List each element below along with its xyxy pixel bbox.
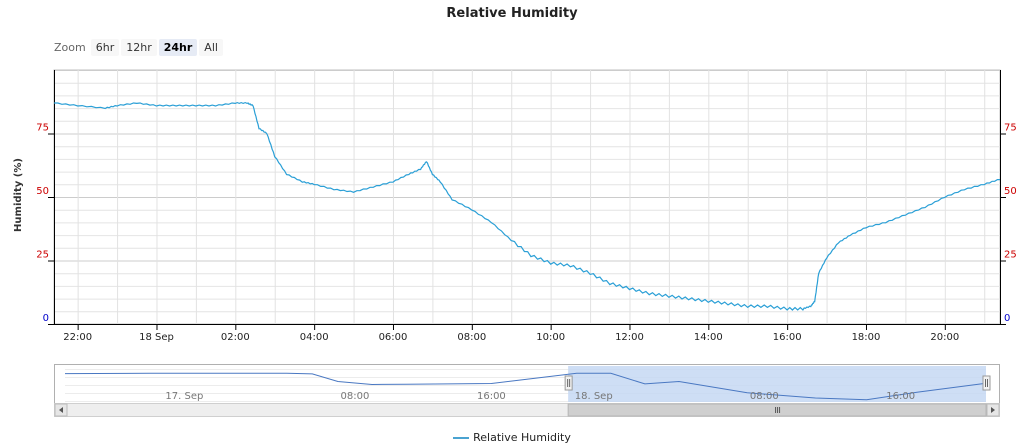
chart-title: Relative Humidity	[446, 6, 578, 21]
zoom-24hr-button[interactable]: 24hr	[158, 39, 198, 56]
y-axes: 0 0 25 25 50 50 75 75	[36, 70, 1017, 325]
x-axis: 22:00 18 Sep 02:00 04:00 06:00 08:00 10:00 12:0…	[54, 324, 1000, 343]
navigator-date-label: 17. Sep	[165, 391, 203, 402]
x-tick-label: 12:00	[615, 332, 644, 343]
zoom-controls: Zoom 6hr 12hr 24hr All	[54, 39, 225, 56]
y-tick-label-right: 75	[1004, 123, 1017, 134]
x-tick-label: 22:00	[63, 332, 92, 343]
navigator-handle-left[interactable]	[564, 375, 573, 391]
legend[interactable]: Relative Humidity	[0, 431, 1024, 444]
y-tick-label-left: 25	[36, 250, 49, 261]
zoom-6hr-button[interactable]: 6hr	[90, 39, 120, 56]
grid	[53, 69, 1001, 325]
y-axis-title: Humidity (%)	[13, 158, 24, 232]
navigator-date-label: 08:00	[750, 391, 779, 402]
x-tick-label: 06:00	[379, 332, 408, 343]
legend-line-icon	[453, 436, 470, 439]
x-tick-label: 02:00	[221, 332, 250, 343]
navigator-date-label: 16:00	[886, 391, 915, 402]
x-tick-label: 16:00	[773, 332, 802, 343]
y-tick-label-left: 50	[36, 186, 49, 197]
x-tick-label: 18:00	[852, 332, 881, 343]
arrow-right-icon	[991, 407, 995, 413]
legend-label: Relative Humidity	[473, 431, 571, 444]
navigator[interactable]: 17. Sep 08:00 16:00 18. Sep 08:00 16:00	[54, 364, 1000, 417]
navigator-date-label: 18. Sep	[575, 391, 613, 402]
x-tick-label: 10:00	[536, 332, 565, 343]
navigator-series-line	[64, 372, 987, 401]
x-tick-label: 20:00	[930, 332, 959, 343]
y-tick-label-left: 0	[43, 313, 49, 324]
zoom-label: Zoom	[54, 41, 86, 54]
zoom-12hr-button[interactable]: 12hr	[121, 39, 157, 56]
zoom-all-button[interactable]: All	[199, 39, 223, 56]
x-tick-label: 18 Sep	[139, 332, 174, 343]
x-tick-label: 08:00	[457, 332, 486, 343]
y-tick-label-right: 25	[1004, 250, 1017, 261]
y-tick-label-left: 75	[36, 123, 49, 134]
navigator-selection	[568, 366, 986, 402]
arrow-left-icon	[59, 407, 63, 413]
navigator-date-label: 08:00	[341, 391, 370, 402]
x-tick-label: 04:00	[300, 332, 329, 343]
series-line-relative-humidity	[54, 101, 1000, 311]
x-tick-label: 14:00	[694, 332, 723, 343]
navigator-handle-right[interactable]	[982, 375, 991, 391]
y-tick-label-right: 0	[1004, 313, 1010, 324]
navigator-date-label: 16:00	[477, 391, 506, 402]
y-tick-label-right: 50	[1004, 186, 1017, 197]
